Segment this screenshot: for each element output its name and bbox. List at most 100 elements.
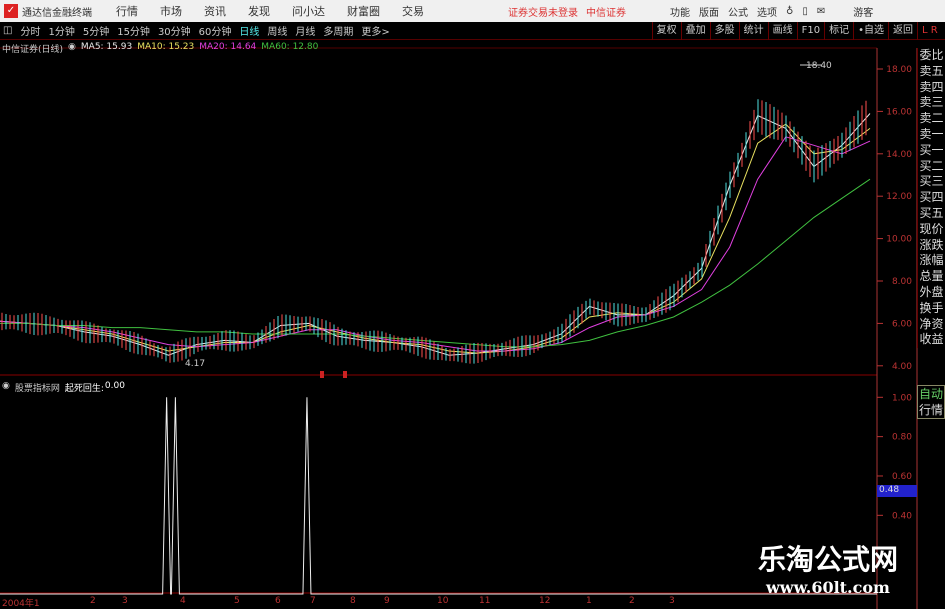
ma60-label: MA60: 12.80 xyxy=(261,42,319,52)
menu-item[interactable]: 市场 xyxy=(160,5,182,18)
cursor-value-badge: 0.48 xyxy=(877,485,917,497)
x-axis-label: 9 xyxy=(384,596,390,606)
quote-field-label: 涨跌 xyxy=(919,237,944,252)
quote-field-label: 委比 xyxy=(919,48,944,62)
ma10-label: MA10: 15.23 xyxy=(137,42,195,52)
watchlist-button[interactable]: •自选 xyxy=(853,22,888,40)
auto-quote-panel[interactable]: 自动 行情 xyxy=(917,385,945,419)
menu-item[interactable]: 问小达 xyxy=(292,5,325,18)
indicator-legend: ◉ 股票指标网 起死回生: 0.00 xyxy=(2,381,125,394)
login-warning[interactable]: 证券交易未登录 xyxy=(508,7,578,19)
period-tab[interactable]: 多周期 xyxy=(323,27,354,38)
quote-field-label: 净资 xyxy=(919,316,944,331)
period-tab[interactable]: 周线 xyxy=(267,27,288,38)
quote-field-label: 卖五 xyxy=(919,63,944,78)
quote-field-label: 收益 xyxy=(919,332,944,347)
indicator-source: 股票指标网 xyxy=(14,384,60,394)
x-axis-label: 4 xyxy=(180,596,186,606)
x-axis-label: 5 xyxy=(234,596,240,606)
y-tick-label: 16.00 xyxy=(886,107,912,117)
ma20-label: MA20: 14.64 xyxy=(199,42,257,52)
quote-field-label: 外盘 xyxy=(919,284,944,299)
quote-field-label: 总量 xyxy=(919,269,944,284)
period-tab[interactable]: 5分钟 xyxy=(82,27,110,38)
x-axis-label: 2 xyxy=(629,596,635,606)
period-tab[interactable]: 60分钟 xyxy=(198,27,232,38)
f10-button[interactable]: F10 xyxy=(796,22,824,40)
indicator-value: 0.00 xyxy=(104,381,125,391)
ma-line-ma10 xyxy=(0,123,871,354)
quote-field-label: 买五 xyxy=(919,205,944,220)
x-axis-label: 11 xyxy=(479,596,491,606)
period-tab-more[interactable]: 更多> xyxy=(361,27,390,38)
quote-field-label: 卖一 xyxy=(919,126,944,141)
menu-item[interactable]: 交易 xyxy=(402,5,424,18)
back-button[interactable]: 返回 xyxy=(888,22,917,40)
statistics-button[interactable]: 统计 xyxy=(738,22,768,40)
phone-icon[interactable]: ▯ xyxy=(802,5,808,17)
restore-rights-button[interactable]: 复权 xyxy=(651,22,681,40)
indicator-toggle-icon[interactable]: ◉ xyxy=(2,381,10,391)
y-tick-label: 0.80 xyxy=(892,433,912,443)
y-tick-label: 18.00 xyxy=(886,65,912,75)
quote-field-label: 买四 xyxy=(919,190,944,205)
period-tab-daily[interactable]: 日线 xyxy=(239,27,260,38)
watermark: 乐淘公式网 www.60lt.com xyxy=(738,538,918,597)
menu-item[interactable]: 发现 xyxy=(248,5,270,18)
overlay-button[interactable]: 叠加 xyxy=(680,22,710,40)
low-price-label: 4.17 xyxy=(185,359,205,369)
watermark-url: www.60lt.com xyxy=(766,578,890,597)
menu-item[interactable]: 行情 xyxy=(116,5,138,18)
indicator-line xyxy=(0,397,877,595)
draw-line-button[interactable]: 画线 xyxy=(767,22,797,40)
menu-layout[interactable]: 版面 xyxy=(699,7,719,19)
y-tick-label: 6.00 xyxy=(892,319,912,329)
stock-title: 中信证券(日线) xyxy=(2,45,64,55)
menu-item[interactable]: 财富圈 xyxy=(347,5,380,18)
x-axis-label: 7 xyxy=(310,596,316,606)
menu-formula[interactable]: 公式 xyxy=(728,7,748,19)
main-legend: 中信证券(日线) ◉ MA5: 15.93 MA10: 15.23 MA20: … xyxy=(2,42,318,55)
support-icon[interactable]: ♁ xyxy=(786,5,794,17)
high-price-label: 18.40 xyxy=(806,61,832,71)
broker-name[interactable]: 中信证券 xyxy=(586,7,626,19)
ma-line-ma20 xyxy=(0,136,871,352)
menu-bar: ✓ 通达信金融终端 行情 市场 资讯 发现 问小达 财富圈 交易 证券交易未登录… xyxy=(0,0,945,22)
quote-field-label: 现价 xyxy=(919,221,944,236)
ma-line-ma5 xyxy=(0,113,871,356)
x-axis-label: 8 xyxy=(350,596,356,606)
period-tab[interactable]: 1分钟 xyxy=(48,27,75,38)
quote-field-label: 卖三 xyxy=(919,95,944,110)
period-tab[interactable]: 月线 xyxy=(295,27,316,38)
menu-item[interactable]: 资讯 xyxy=(204,5,226,18)
signal-marker xyxy=(343,371,347,378)
legend-toggle-icon[interactable]: ◉ xyxy=(68,42,76,52)
x-axis-label: 10 xyxy=(437,596,449,606)
auto-quote-label: 自动 xyxy=(918,387,943,401)
auto-quote-label: 行情 xyxy=(918,403,943,417)
app-title: 通达信金融终端 xyxy=(22,7,92,19)
period-tab[interactable]: 分时 xyxy=(20,27,41,38)
quote-side-panel: 委比 卖五 卖四 卖三 卖二 卖一 买一 买二 买三 买四 买五 现价 涨跌 涨幅 总量 外盘 换手 净资 收益 xyxy=(917,48,945,349)
y-tick-label: 1.00 xyxy=(892,393,912,403)
menu-function[interactable]: 功能 xyxy=(670,7,690,19)
user-label[interactable]: 游客 xyxy=(853,7,874,19)
x-axis-label: 2004年1 xyxy=(2,599,40,609)
lr-toggle[interactable]: L R xyxy=(917,22,945,40)
quote-field-label: 买三 xyxy=(919,174,944,189)
message-icon[interactable]: ✉ xyxy=(816,5,826,17)
period-tab[interactable]: 30分钟 xyxy=(157,27,191,38)
y-tick-label: 14.00 xyxy=(886,150,912,160)
y-tick-label: 0.60 xyxy=(892,472,912,482)
toggle-panel-icon[interactable]: ◫ xyxy=(3,25,13,36)
menu-options[interactable]: 选项 xyxy=(757,7,777,19)
mark-button[interactable]: 标记 xyxy=(824,22,853,40)
period-toolbar: ◫ 分时 1分钟 5分钟 15分钟 30分钟 60分钟 日线 周线 月线 多周期… xyxy=(0,22,945,40)
quote-field-label: 涨幅 xyxy=(919,253,944,268)
period-tab[interactable]: 15分钟 xyxy=(117,27,150,38)
multi-stock-button[interactable]: 多股 xyxy=(709,22,739,40)
quote-field-label: 买一 xyxy=(919,142,944,157)
y-tick-label: 8.00 xyxy=(892,277,912,287)
y-tick-label: 12.00 xyxy=(886,192,912,202)
